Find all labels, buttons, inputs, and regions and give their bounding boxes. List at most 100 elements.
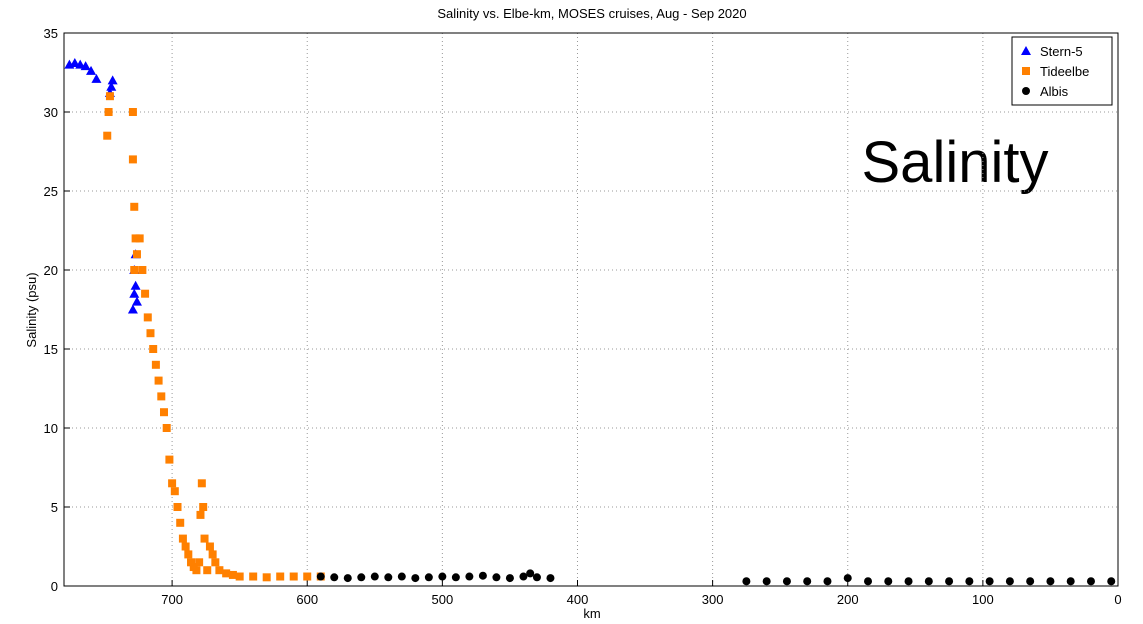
data-point [80, 61, 91, 71]
data-point [106, 81, 117, 91]
data-point [143, 313, 152, 322]
data-point [262, 573, 271, 582]
chart-title: Salinity vs. Elbe-km, MOSES cruises, Aug… [437, 6, 746, 21]
y-tick-label: 20 [44, 263, 58, 278]
data-point [105, 92, 114, 101]
data-point [135, 234, 144, 243]
data-point [151, 360, 160, 369]
data-point [782, 577, 791, 586]
data-point [131, 296, 142, 306]
data-point [187, 558, 196, 567]
data-point [370, 572, 379, 581]
data-point [132, 250, 141, 259]
data-point [128, 155, 137, 164]
data-point [86, 65, 97, 75]
data-point [203, 566, 212, 575]
data-point [176, 518, 185, 527]
data-point [438, 572, 447, 581]
y-tick-label: 30 [44, 105, 58, 120]
data-point [451, 573, 460, 582]
x-tick-label: 100 [972, 592, 994, 607]
data-point [75, 59, 86, 69]
y-tick-label: 10 [44, 421, 58, 436]
data-point [170, 487, 179, 496]
data-point [742, 577, 751, 586]
data-point [276, 572, 285, 581]
annotation: Salinity [862, 130, 1049, 195]
data-point [130, 202, 139, 211]
data-point [864, 577, 873, 586]
data-point [141, 289, 150, 298]
legend-label: Stern-5 [1040, 44, 1083, 59]
x-tick-label: 400 [567, 592, 589, 607]
x-tick-label: 700 [161, 592, 183, 607]
data-point [130, 266, 139, 274]
data-point [129, 288, 140, 298]
data-point [330, 573, 339, 582]
data-point [1086, 577, 1095, 586]
data-point [215, 566, 224, 575]
data-point [184, 550, 193, 559]
data-point [904, 577, 913, 586]
data-point [127, 304, 138, 314]
x-tick-label: 300 [702, 592, 724, 607]
data-point [222, 569, 231, 578]
data-point [985, 577, 994, 586]
data-point [173, 503, 182, 511]
data-point [154, 376, 163, 385]
x-tick-label: 200 [837, 592, 859, 607]
data-point [249, 572, 258, 581]
data-point [316, 572, 325, 581]
y-axis-label: Salinity (psu) [24, 272, 39, 347]
data-point [924, 577, 933, 586]
data-point [178, 534, 187, 543]
data-point [159, 408, 168, 417]
data-point [1107, 577, 1116, 586]
data-point [1005, 577, 1014, 586]
legend-marker [1022, 87, 1030, 95]
y-tick-label: 0 [51, 579, 58, 594]
y-tick-label: 5 [51, 500, 58, 515]
data-point [1046, 577, 1055, 586]
legend-marker [1022, 67, 1030, 75]
legend-label: Tideelbe [1040, 64, 1089, 79]
y-tick-label: 15 [44, 342, 58, 357]
data-point [205, 542, 214, 551]
data-point [165, 455, 174, 464]
data-point [884, 577, 893, 586]
data-point [103, 131, 112, 140]
data-point [196, 510, 205, 519]
data-point [200, 534, 209, 543]
data-point [357, 573, 366, 582]
data-point [532, 573, 541, 582]
x-tick-label: 0 [1114, 592, 1121, 607]
data-point [823, 577, 832, 586]
data-point [519, 572, 528, 581]
data-point [235, 572, 244, 581]
data-point [146, 329, 155, 338]
data-point [762, 577, 771, 586]
data-point [149, 345, 158, 353]
data-point [965, 577, 974, 586]
data-point [526, 569, 535, 578]
data-point [424, 573, 433, 582]
data-point [168, 479, 177, 488]
legend-label: Albis [1040, 84, 1069, 99]
data-point [208, 550, 217, 559]
data-point [104, 108, 113, 116]
data-point [197, 479, 206, 488]
data-point [128, 108, 137, 116]
data-point [411, 574, 420, 583]
data-point [138, 266, 147, 274]
data-point [195, 558, 204, 567]
data-point [69, 58, 80, 68]
y-tick-label: 25 [44, 184, 58, 199]
data-point [192, 566, 201, 575]
data-point [843, 574, 852, 583]
data-point [91, 73, 102, 83]
legend-marker [1021, 46, 1031, 55]
data-point [505, 574, 514, 583]
data-point [1066, 577, 1075, 586]
x-tick-label: 600 [296, 592, 318, 607]
